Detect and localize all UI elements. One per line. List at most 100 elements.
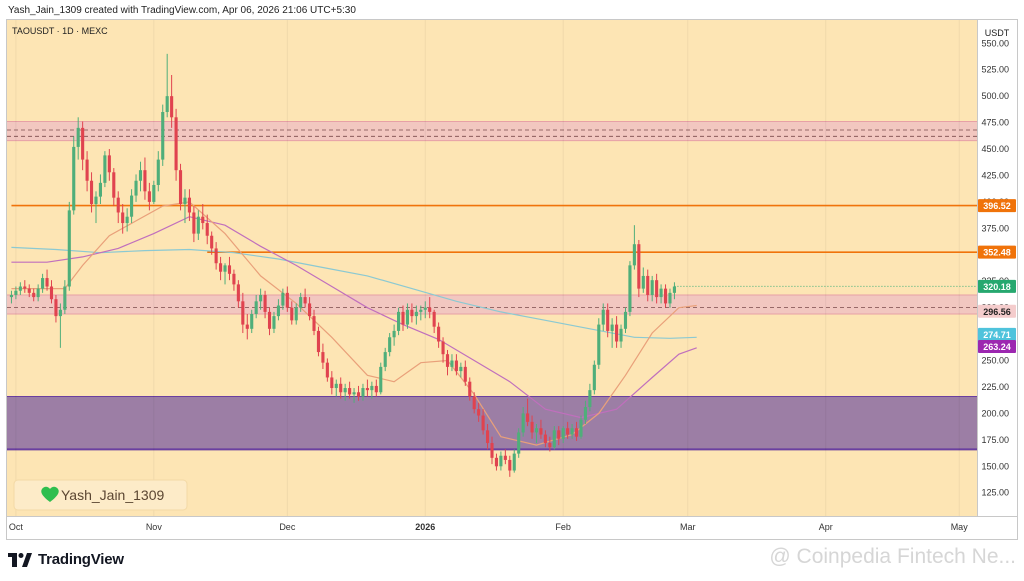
candle-body[interactable] — [138, 170, 143, 181]
candle-body[interactable] — [672, 286, 676, 293]
candle-body[interactable] — [107, 155, 111, 173]
candle-body[interactable] — [58, 309, 62, 317]
tradingview-logo[interactable]: TradingView — [8, 551, 124, 568]
candle-body[interactable] — [130, 195, 134, 217]
candle-body[interactable] — [374, 385, 378, 393]
candle-body[interactable] — [121, 212, 125, 224]
candle-body[interactable] — [481, 415, 485, 431]
candle-body[interactable] — [227, 265, 232, 274]
candle-body[interactable] — [628, 265, 632, 312]
candle-body[interactable] — [103, 155, 107, 183]
candle-body[interactable] — [299, 297, 303, 308]
candle-body[interactable] — [490, 443, 494, 458]
candle-body[interactable] — [165, 96, 169, 113]
candle-body[interactable] — [112, 172, 116, 198]
candle-body[interactable] — [259, 294, 263, 302]
candle-body[interactable] — [463, 366, 467, 382]
candle-body[interactable] — [494, 457, 499, 467]
candle-body[interactable] — [606, 309, 610, 331]
candle-body[interactable] — [663, 288, 668, 304]
candle-body[interactable] — [361, 388, 365, 397]
candle-body[interactable] — [592, 364, 596, 391]
candle-body[interactable] — [503, 455, 507, 460]
candle-body[interactable] — [632, 244, 636, 266]
candle-body[interactable] — [388, 337, 392, 353]
candle-body[interactable] — [379, 366, 383, 393]
candle-body[interactable] — [401, 311, 405, 325]
candle-body[interactable] — [49, 286, 54, 300]
candle-body[interactable] — [579, 419, 583, 437]
candle-body[interactable] — [303, 297, 307, 304]
candle-body[interactable] — [201, 216, 205, 224]
candle-body[interactable] — [116, 197, 120, 213]
candle-body[interactable] — [405, 309, 410, 325]
candle-body[interactable] — [236, 284, 240, 302]
candle-body[interactable] — [356, 392, 361, 397]
candle-body[interactable] — [601, 309, 605, 325]
candle-body[interactable] — [566, 428, 570, 435]
candle-body[interactable] — [54, 299, 58, 317]
candle-body[interactable] — [143, 170, 147, 192]
candle-body[interactable] — [254, 301, 258, 315]
candle-body[interactable] — [290, 307, 294, 321]
candle-body[interactable] — [539, 428, 543, 435]
candle-body[interactable] — [534, 428, 539, 433]
candle-body[interactable] — [441, 341, 445, 355]
candle-body[interactable] — [521, 413, 525, 433]
candle-body[interactable] — [445, 354, 450, 367]
candle-body[interactable] — [552, 430, 556, 448]
candle-body[interactable] — [437, 326, 441, 342]
candle-body[interactable] — [219, 263, 223, 272]
candle-body[interactable] — [365, 388, 369, 391]
candle-body[interactable] — [597, 324, 601, 365]
candle-body[interactable] — [477, 409, 481, 416]
candle-body[interactable] — [94, 196, 98, 205]
candle-body[interactable] — [170, 96, 174, 118]
candle-body[interactable] — [419, 309, 423, 312]
candle-body[interactable] — [161, 112, 165, 160]
candle-body[interactable] — [250, 314, 254, 329]
candle-body[interactable] — [588, 390, 592, 408]
candle-body[interactable] — [472, 396, 476, 410]
candle-body[interactable] — [548, 443, 552, 448]
candle-body[interactable] — [41, 278, 45, 289]
candle-body[interactable] — [641, 275, 645, 289]
candle-body[interactable] — [276, 305, 280, 317]
candle-body[interactable] — [45, 278, 49, 287]
candle-body[interactable] — [36, 288, 40, 298]
time-axis-background[interactable] — [7, 516, 1017, 539]
candle-body[interactable] — [89, 180, 94, 205]
candle-body[interactable] — [98, 182, 102, 197]
candle-body[interactable] — [223, 265, 227, 272]
candle-body[interactable] — [414, 311, 418, 317]
candle-body[interactable] — [383, 352, 387, 367]
candle-body[interactable] — [623, 311, 628, 329]
candle-body[interactable] — [339, 383, 343, 393]
candle-body[interactable] — [321, 352, 325, 363]
candle-body[interactable] — [18, 286, 22, 291]
candle-body[interactable] — [308, 303, 312, 317]
candle-body[interactable] — [134, 180, 138, 196]
candle-body[interactable] — [637, 244, 641, 289]
candle-body[interactable] — [570, 428, 574, 435]
candle-body[interactable] — [325, 362, 329, 378]
candle-body[interactable] — [668, 292, 672, 304]
candle-body[interactable] — [468, 381, 472, 397]
candle-body[interactable] — [281, 292, 285, 306]
candle-body[interactable] — [125, 216, 129, 224]
candle-body[interactable] — [432, 311, 436, 327]
candle-body[interactable] — [241, 301, 245, 325]
candle-body[interactable] — [9, 294, 14, 298]
candle-body[interactable] — [27, 288, 31, 293]
candle-body[interactable] — [63, 286, 67, 310]
candle-body[interactable] — [263, 294, 267, 312]
candle-body[interactable] — [352, 392, 356, 395]
candle-body[interactable] — [210, 235, 214, 249]
candle-body[interactable] — [14, 290, 18, 295]
candle-body[interactable] — [294, 307, 298, 321]
candle-body[interactable] — [397, 311, 401, 331]
candle-body[interactable] — [81, 127, 85, 160]
candle-body[interactable] — [343, 388, 347, 393]
candle-body[interactable] — [147, 191, 151, 202]
candle-body[interactable] — [174, 117, 178, 171]
